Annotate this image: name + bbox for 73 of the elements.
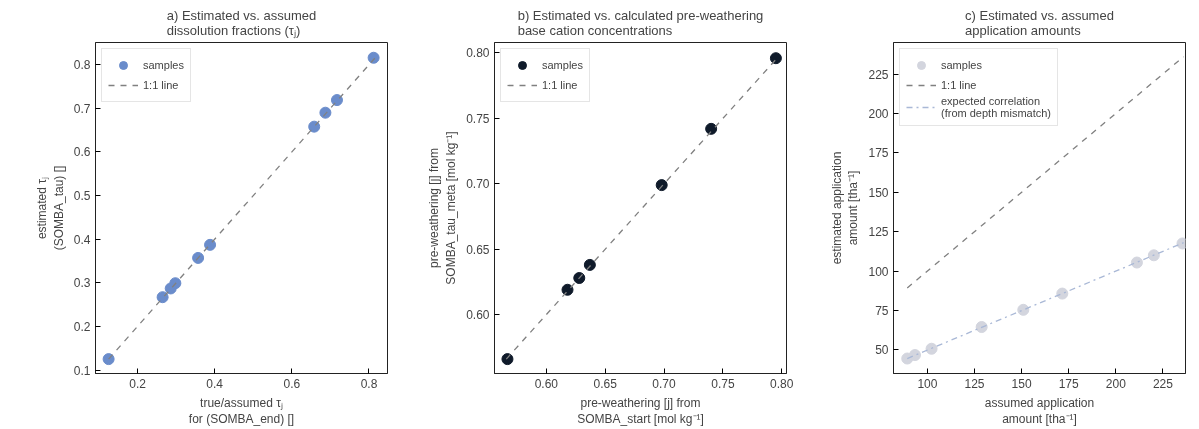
y-tick-label: 200 — [868, 106, 889, 121]
x-tick-label: 125 — [964, 376, 985, 391]
x-tick-label: 150 — [1011, 376, 1032, 391]
point — [583, 258, 596, 271]
y-tick-label: 0.80 — [466, 46, 490, 61]
point — [908, 349, 921, 362]
x-tick-label: 0.75 — [711, 376, 735, 391]
y-axis-title: estimated application amount [tha⁻¹] — [829, 151, 861, 265]
legend-label: 1:1 line — [941, 78, 977, 92]
y-tick-label: 100 — [868, 264, 889, 279]
y-tick-label: 0.75 — [466, 111, 490, 126]
x-axis-title: assumed application amount [tha⁻¹] — [984, 395, 1095, 427]
x-tick-label: 200 — [1105, 376, 1127, 391]
legend-label: samples — [941, 58, 982, 72]
x-axis-title: true/assumed τⱼ for (SOMBA_end) [] — [188, 395, 295, 427]
legend-label: samples — [542, 58, 583, 72]
y-axis-title: estimated τⱼ (SOMBA_tau) [] — [35, 165, 66, 251]
y-tick-label: 75 — [875, 303, 889, 318]
y-tick-label: 0.1 — [73, 363, 91, 378]
x-tick-label: 0.80 — [770, 376, 794, 391]
x-tick-label: 0.70 — [652, 376, 677, 391]
y-tick-label: 150 — [868, 185, 889, 200]
y-tick-label: 0.4 — [73, 232, 91, 247]
chart-title: c) Estimated vs. assumed application amounts — [965, 7, 1114, 38]
point — [1130, 256, 1143, 269]
chart-title: b) Estimated vs. calculated pre-weathering base cation concentrations — [517, 7, 764, 38]
point — [330, 94, 343, 107]
y-tick-label: 0.65 — [466, 242, 490, 257]
x-tick-label: 0.65 — [593, 376, 618, 391]
y-tick-label: 50 — [875, 343, 889, 358]
point — [501, 353, 514, 366]
y-tick-label: 0.60 — [466, 308, 490, 323]
point — [102, 353, 115, 366]
x-tick-label: 0.8 — [360, 376, 378, 391]
chart-title: a) Estimated vs. assumed dissolution fractions (τⱼ) — [166, 7, 317, 39]
point — [1056, 287, 1069, 300]
point — [1147, 249, 1160, 262]
y-tick-label: 125 — [868, 225, 889, 240]
point — [561, 283, 574, 296]
x-tick-label: 175 — [1058, 376, 1080, 391]
point — [769, 52, 782, 65]
x-tick-label: 0.60 — [534, 376, 559, 391]
y-tick-label: 175 — [868, 146, 889, 161]
legend-label: 1:1 line — [143, 78, 179, 92]
y-tick-label: 0.5 — [73, 189, 91, 204]
x-tick-label: 0.4 — [206, 376, 224, 391]
y-tick-label: 0.70 — [466, 177, 490, 192]
y-tick-label: 225 — [868, 67, 889, 82]
point — [705, 122, 718, 135]
y-axis-title: pre-weathering [j] from SOMBA_tau_meta [mol kg⁻¹] — [427, 131, 459, 285]
point — [573, 272, 586, 284]
x-axis-title: pre-weathering [j] from SOMBA_start [mol kg⁻¹] — [577, 395, 704, 427]
point — [169, 277, 182, 290]
y-tick-label: 0.6 — [73, 145, 91, 160]
legend-label: 1:1 line — [542, 78, 578, 92]
point — [192, 251, 205, 264]
point — [308, 120, 321, 133]
legend-label: samples — [143, 58, 184, 72]
point — [925, 342, 938, 355]
y-tick-label: 0.2 — [73, 319, 91, 334]
point — [655, 179, 668, 192]
point — [367, 51, 380, 64]
x-tick-label: 0.2 — [129, 376, 147, 391]
x-tick-label: 0.6 — [283, 376, 301, 391]
y-tick-label: 0.8 — [73, 58, 91, 73]
y-tick-label: 0.3 — [73, 276, 91, 291]
point — [1017, 303, 1030, 316]
point — [156, 291, 169, 304]
legend-label: expected correlation (from depth mismatch) — [941, 95, 1052, 119]
x-tick-label: 100 — [917, 376, 938, 391]
x-tick-label: 225 — [1152, 376, 1174, 391]
y-tick-label: 0.7 — [73, 101, 91, 116]
point — [204, 238, 217, 251]
